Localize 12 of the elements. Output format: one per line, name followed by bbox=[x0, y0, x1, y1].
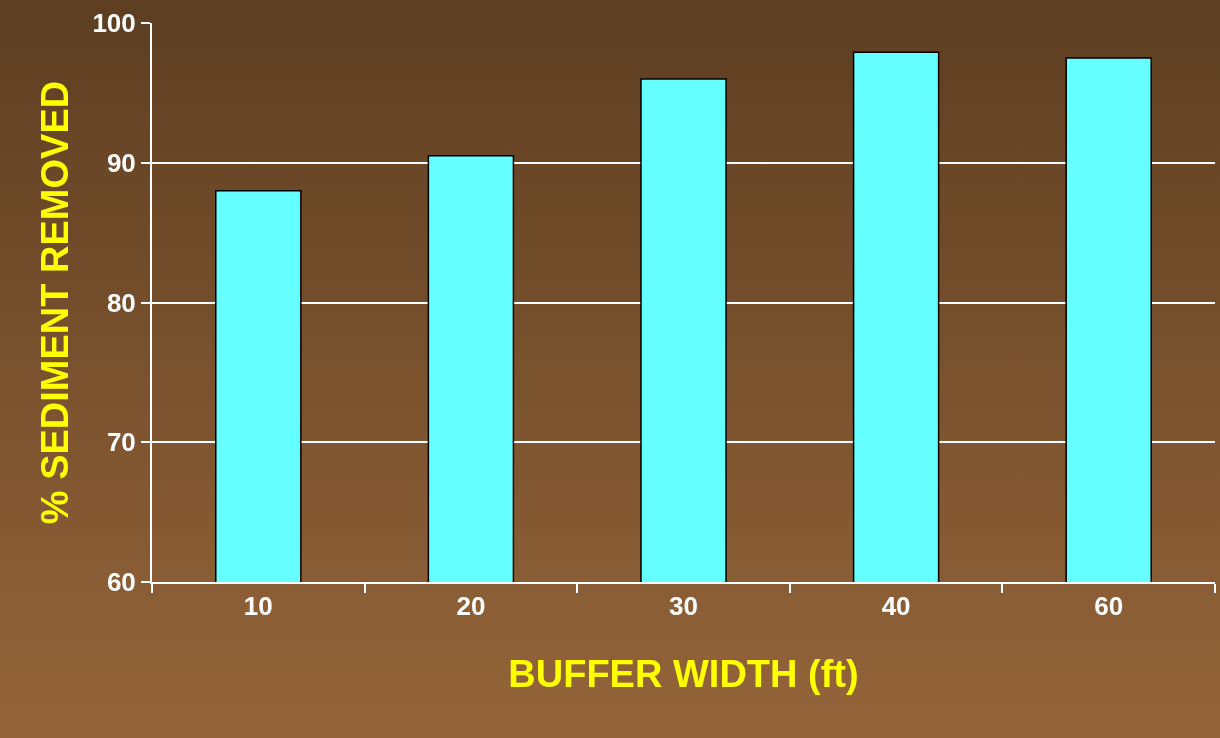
x-tick-label: 30 bbox=[669, 591, 698, 622]
x-tick-label: 20 bbox=[456, 591, 486, 622]
x-tick-label: 40 bbox=[881, 591, 911, 622]
x-tick-label: 10 bbox=[243, 591, 273, 622]
y-tick-label: 70 bbox=[106, 427, 136, 458]
y-tick-label: 100 bbox=[92, 8, 136, 39]
y-tick-label: 60 bbox=[106, 567, 136, 598]
x-tick-label: 60 bbox=[1094, 591, 1124, 622]
y-tick-label: 80 bbox=[106, 287, 136, 318]
y-tick-label: 90 bbox=[106, 147, 136, 178]
y-axis-title: % SEDIMENT REMOVED bbox=[34, 80, 77, 525]
x-axis-title: BUFFER WIDTH (ft) bbox=[508, 652, 859, 695]
